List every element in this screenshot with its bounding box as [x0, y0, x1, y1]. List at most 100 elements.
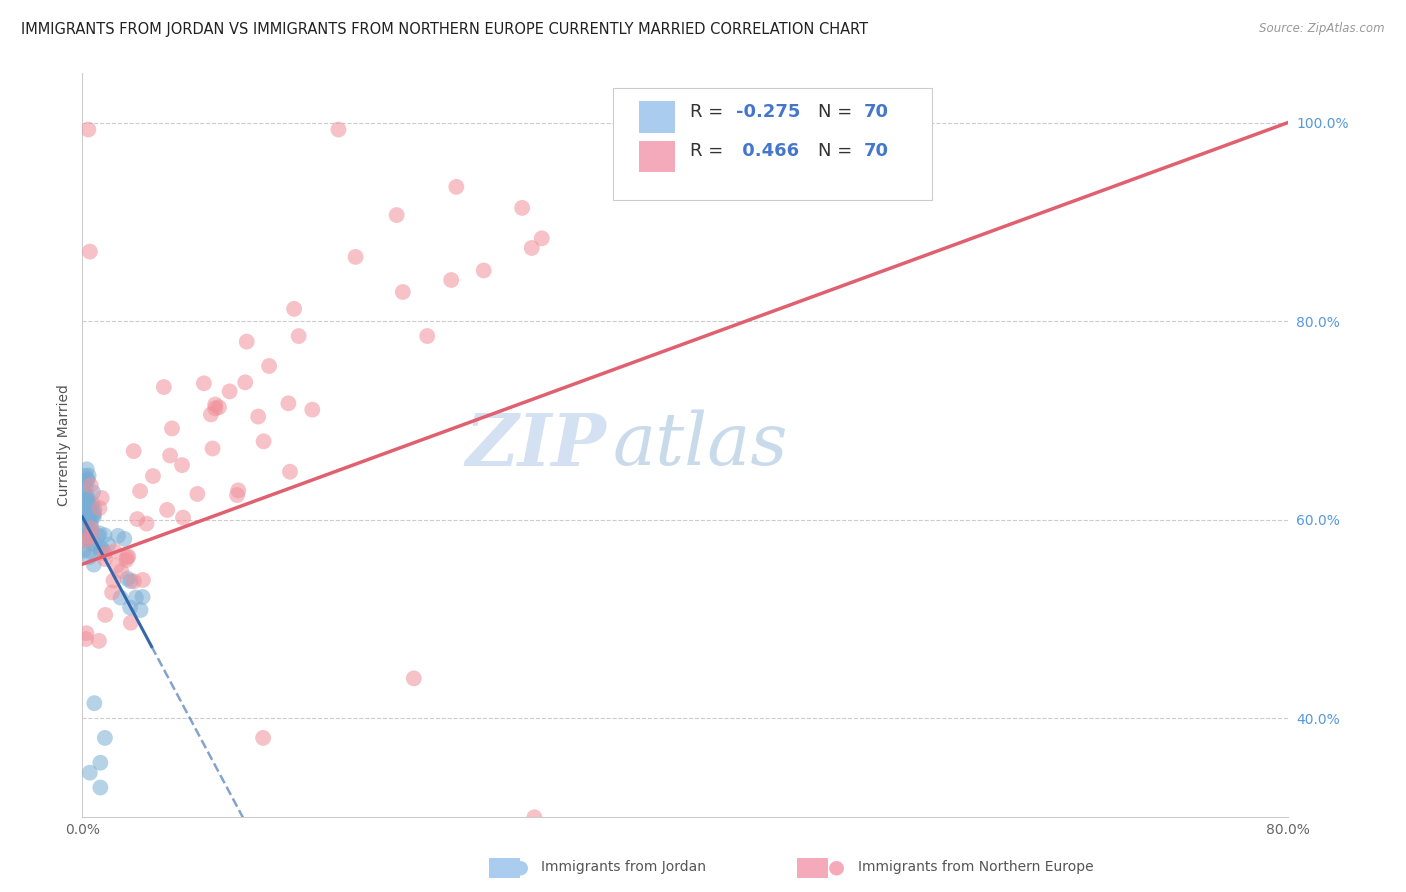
Point	[75, 515, 97, 529]
Point	[75, 499, 97, 513]
Point	[193, 376, 215, 391]
Text: R =: R =	[690, 142, 728, 161]
Point	[72, 544, 94, 558]
Point	[125, 591, 148, 605]
Point	[73, 468, 96, 483]
Point	[117, 572, 139, 586]
Text: 70: 70	[863, 142, 889, 161]
Point	[89, 526, 111, 541]
Point	[76, 504, 98, 518]
Point	[520, 241, 543, 255]
Point	[204, 401, 226, 416]
Point	[93, 528, 115, 542]
Point	[80, 500, 103, 515]
Point	[75, 499, 97, 513]
Point	[510, 201, 533, 215]
Point	[77, 122, 100, 136]
Point	[226, 488, 249, 502]
Point	[75, 626, 97, 640]
Point	[226, 483, 249, 498]
Point	[82, 485, 104, 500]
Bar	[797, 858, 828, 878]
Point	[89, 544, 111, 558]
Point	[80, 524, 103, 538]
Point	[76, 462, 98, 476]
Point	[75, 508, 97, 522]
Text: atlas: atlas	[613, 410, 789, 481]
Point	[97, 537, 120, 551]
Point	[112, 532, 135, 546]
Point	[80, 515, 103, 529]
Point	[83, 502, 105, 516]
Point	[76, 503, 98, 517]
Point	[83, 509, 105, 524]
Point	[402, 671, 425, 685]
Point	[83, 506, 105, 520]
Point	[105, 558, 128, 573]
Point	[344, 250, 367, 264]
Text: Source: ZipAtlas.com: Source: ZipAtlas.com	[1260, 22, 1385, 36]
Point	[75, 493, 97, 508]
Point	[385, 208, 408, 222]
Point	[83, 536, 105, 550]
Point	[77, 493, 100, 508]
FancyBboxPatch shape	[640, 102, 675, 133]
Point	[103, 544, 125, 558]
Point	[132, 573, 155, 587]
Point	[76, 528, 98, 542]
Y-axis label: Currently Married: Currently Married	[58, 384, 72, 506]
Point	[76, 473, 98, 487]
Point	[89, 501, 111, 516]
Point	[218, 384, 240, 399]
Point	[76, 495, 98, 509]
Text: N =: N =	[818, 142, 858, 161]
Text: N =: N =	[818, 103, 858, 120]
Point	[79, 550, 101, 565]
Point	[80, 478, 103, 492]
Point	[416, 329, 439, 343]
Bar	[489, 858, 520, 878]
Point	[82, 497, 104, 511]
Point	[115, 553, 138, 567]
Point	[131, 590, 153, 604]
Point	[87, 529, 110, 543]
Point	[76, 512, 98, 526]
Point	[76, 489, 98, 503]
Point	[129, 484, 152, 499]
Text: ZIP: ZIP	[465, 409, 607, 481]
Point	[75, 521, 97, 535]
Text: ●: ●	[512, 857, 529, 877]
Point	[75, 481, 97, 495]
Point	[73, 475, 96, 489]
Point	[523, 810, 546, 824]
Point	[233, 376, 256, 390]
Point	[79, 506, 101, 520]
Point	[72, 483, 94, 498]
Point	[283, 301, 305, 316]
Point	[472, 263, 495, 277]
Point	[80, 520, 103, 534]
Point	[83, 558, 105, 572]
Point	[446, 179, 468, 194]
Point	[77, 514, 100, 528]
Point	[530, 231, 553, 245]
Point	[107, 529, 129, 543]
Point	[301, 402, 323, 417]
Point	[72, 530, 94, 544]
Text: 70: 70	[863, 103, 889, 120]
Point	[77, 543, 100, 558]
Point	[115, 550, 138, 565]
FancyBboxPatch shape	[640, 141, 675, 172]
Text: ●: ●	[828, 857, 845, 877]
Point	[204, 397, 226, 411]
Point	[94, 607, 117, 622]
Point	[77, 468, 100, 483]
Point	[79, 530, 101, 544]
Point	[77, 524, 100, 539]
Point	[93, 547, 115, 561]
Point	[76, 493, 98, 508]
Point	[160, 421, 183, 435]
Point	[75, 503, 97, 517]
Point	[252, 434, 274, 449]
Point	[440, 273, 463, 287]
